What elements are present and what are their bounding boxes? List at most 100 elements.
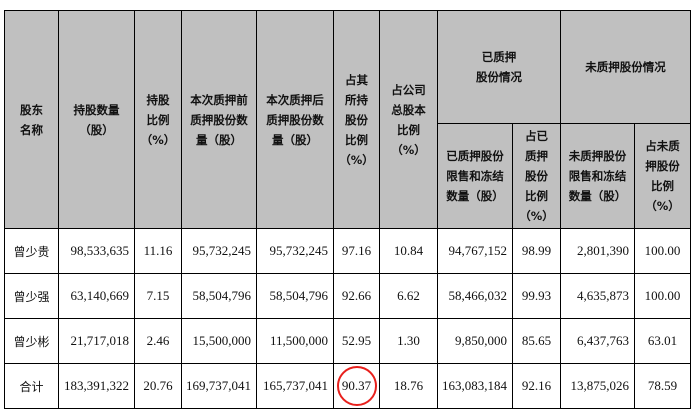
pledged-restricted: 94,767,152 (437, 228, 513, 274)
cell-text: 曾少彬 (13, 334, 50, 349)
unpledged-ratio: 100.00 (634, 228, 691, 274)
header-before: 本次质押前 质押股份数 量（股） (181, 10, 257, 229)
header-pledged-group: 已质押 股份情况 (437, 10, 561, 124)
pledged-after: 165,737,041 (256, 363, 334, 409)
unpledged-ratio: 78.59 (634, 363, 691, 409)
header-unpledged-ratio: 占未质 押股份 比例 （%） (634, 123, 691, 229)
cell-text: 97.16 (341, 243, 372, 258)
cell-text: 95,732,245 (192, 243, 252, 258)
cell-text: 92.66 (341, 288, 372, 303)
cell-text: 20.76 (143, 378, 173, 393)
holding-shares: 63,140,669 (58, 273, 135, 319)
pledged-before: 58,504,796 (181, 273, 257, 319)
unpledged-restricted: 4,635,873 (560, 273, 635, 319)
cell-text: 100.00 (644, 288, 681, 303)
unpledged-restricted: 6,437,763 (560, 318, 635, 364)
pledged-before: 169,737,041 (181, 363, 257, 409)
header-own-ratio: 占其 所持 股份 比例 （%） (333, 10, 380, 229)
pledge-table: 股东 名称 持股数量 （股） 持股 比例 （%） 本次质押前 质押股份数 量（股… (4, 10, 691, 409)
cell-text: 21,717,018 (70, 333, 130, 348)
header-holding-ratio: 持股 比例 （%） (134, 10, 182, 229)
shareholder-name: 曾少贵 (4, 228, 59, 274)
cell-text: 7.15 (146, 288, 170, 303)
cell-text: 98,533,635 (70, 243, 130, 258)
total-ratio: 18.76 (379, 363, 438, 409)
cell-text: 163,083,184 (442, 378, 507, 393)
shareholder-name: 曾少彬 (4, 318, 59, 364)
cell-text: 15,500,000 (192, 333, 252, 348)
pledged-before: 15,500,000 (181, 318, 257, 364)
cell-text: 2.46 (146, 333, 170, 348)
cell-text: 11.16 (143, 243, 173, 258)
cell-text: 98.99 (521, 243, 552, 258)
cell-text: 58,466,032 (448, 288, 508, 303)
cell-text: 9,850,000 (455, 333, 507, 348)
pledged-ratio: 99.93 (512, 273, 561, 319)
pledged-before: 95,732,245 (181, 228, 257, 274)
unpledged-ratio: 63.01 (634, 318, 691, 364)
pledged-after: 95,732,245 (256, 228, 334, 274)
holding-ratio: 2.46 (134, 318, 182, 364)
pledged-ratio: 85.65 (512, 318, 561, 364)
holding-ratio: 7.15 (134, 273, 182, 319)
cell-text: 99.93 (521, 288, 552, 303)
pledged-restricted: 9,850,000 (437, 318, 513, 364)
cell-text: 1.30 (397, 333, 420, 348)
total-ratio: 1.30 (379, 318, 438, 364)
own-ratio: 92.66 (333, 273, 380, 319)
own-ratio: 90.37 (333, 363, 380, 409)
header-unpledged-group: 未质押股份情况 (560, 10, 691, 124)
cell-text: 90.37 (341, 378, 372, 393)
cell-text: 94,767,152 (448, 243, 508, 258)
cell-text: 165,737,041 (263, 378, 328, 393)
pledged-ratio: 92.16 (512, 363, 561, 409)
pledged-ratio: 98.99 (512, 228, 561, 274)
cell-text: 6.62 (397, 288, 420, 303)
cell-text: 95,732,245 (269, 243, 329, 258)
cell-text: 85.65 (521, 333, 552, 348)
header-after: 本次质押后 质押股份数 量（股） (256, 10, 334, 229)
pledged-after: 58,504,796 (256, 273, 334, 319)
header-pledged-restricted: 已质押股份 限售和冻结 数量（股） (437, 123, 513, 229)
cell-text: 曾少贵 (13, 244, 50, 259)
cell-text: 63.01 (647, 333, 678, 348)
own-ratio: 97.16 (333, 228, 380, 274)
header-name: 股东 名称 (4, 10, 59, 229)
table-row: 合计 183,391,322 20.76 169,737,041 165,737,041… (4, 363, 691, 409)
pledged-after: 11,500,000 (256, 318, 334, 364)
header-total-ratio: 占公司 总股本 比例 （%） (379, 10, 438, 229)
cell-text: 183,391,322 (64, 378, 129, 393)
cell-text: 63,140,669 (70, 288, 130, 303)
holding-shares: 21,717,018 (58, 318, 135, 364)
cell-text: 58,504,796 (269, 288, 329, 303)
table-row: 曾少贵 98,533,635 11.16 95,732,245 95,732,245 97… (4, 228, 691, 274)
cell-text: 10.84 (393, 243, 424, 258)
total-ratio: 6.62 (379, 273, 438, 319)
cell-text: 合计 (19, 379, 44, 394)
cell-text: 6,437,763 (577, 333, 629, 348)
shareholder-name: 曾少强 (4, 273, 59, 319)
cell-text: 2,801,390 (577, 243, 629, 258)
cell-text: 52.95 (341, 333, 372, 348)
table-row: 曾少彬 21,717,018 2.46 15,500,000 11,500,000 52.… (4, 318, 691, 364)
holding-ratio: 11.16 (134, 228, 182, 274)
cell-text: 100.00 (644, 243, 681, 258)
cell-text: 92.16 (521, 378, 552, 393)
unpledged-restricted: 2,801,390 (560, 228, 635, 274)
table-row: 曾少强 63,140,669 7.15 58,504,796 58,504,796 92.… (4, 273, 691, 319)
holding-ratio: 20.76 (134, 363, 182, 409)
highlight-circle (336, 366, 377, 406)
cell-text: 13,875,026 (570, 378, 630, 393)
cell-text: 18.76 (393, 378, 424, 393)
total-ratio: 10.84 (379, 228, 438, 274)
own-ratio: 52.95 (333, 318, 380, 364)
header-unpledged-restricted: 未质押股份 限售和冻结 数量（股） (560, 123, 635, 229)
cell-text: 78.59 (647, 378, 678, 393)
unpledged-restricted: 13,875,026 (560, 363, 635, 409)
holding-shares: 98,533,635 (58, 228, 135, 274)
pledged-restricted: 163,083,184 (437, 363, 513, 409)
cell-text: 58,504,796 (192, 288, 252, 303)
holding-shares: 183,391,322 (58, 363, 135, 409)
header-holding: 持股数量 （股） (58, 10, 135, 229)
cell-text: 4,635,873 (577, 288, 629, 303)
